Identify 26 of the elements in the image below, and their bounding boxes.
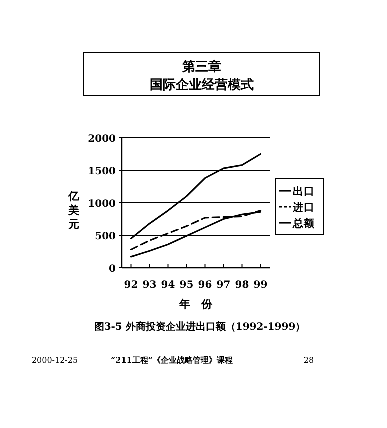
text: 28 xyxy=(304,356,314,365)
x-tick-label: 94 xyxy=(161,280,176,291)
y-tick-label: 1000 xyxy=(88,199,116,210)
legend-label: 出口 xyxy=(293,185,315,198)
plot: 0 500 1000 1500 2000 92 93 94 95 96 97 98 99 xyxy=(88,134,270,291)
x-tick-label: 92 xyxy=(124,280,138,291)
x-tick-label: 95 xyxy=(180,280,194,291)
x-tick-label: 97 xyxy=(216,280,231,291)
text: “211工程”《企业战略管理》课程 xyxy=(111,355,233,365)
caption: 图3-5 外商投资企业进出口额（1992-1999） xyxy=(94,321,306,333)
y-tick-label: 500 xyxy=(95,232,116,242)
chart-title: 第三章 xyxy=(182,59,222,75)
x-tick-label: 99 xyxy=(254,280,268,291)
x-axis-title: 年 份 xyxy=(178,298,214,311)
x-tick-label: 98 xyxy=(235,280,250,291)
chart-subtitle: 国际企业经营模式 xyxy=(150,77,254,93)
text: 2000-12-25 xyxy=(32,356,78,365)
legend-label: 进口 xyxy=(292,201,315,214)
y-tick-label: 0 xyxy=(109,264,116,275)
x-tick-label: 93 xyxy=(142,280,157,291)
x-tick-label: 96 xyxy=(198,280,212,291)
y-tick-label: 2000 xyxy=(88,134,116,145)
legend-label: 总额 xyxy=(292,217,316,230)
line-series xyxy=(130,153,262,240)
y-tick-label: 1500 xyxy=(88,166,116,178)
y-axis-title: 亿美元 xyxy=(68,190,80,231)
